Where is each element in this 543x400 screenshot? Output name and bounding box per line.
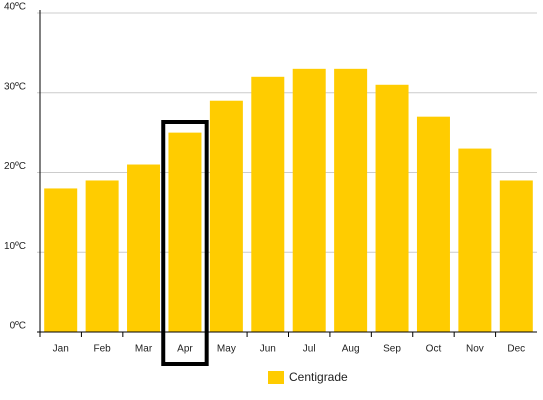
y-tick-label: 0ºC [10, 321, 26, 332]
x-tick-label: Sep [383, 344, 401, 355]
x-tick-label: Feb [94, 344, 112, 355]
bar [251, 76, 285, 332]
x-tick-label: Nov [466, 344, 484, 355]
bar [127, 164, 161, 332]
x-tick-label: Jan [53, 344, 69, 355]
bar [209, 100, 243, 332]
x-tick-label: Jun [260, 344, 276, 355]
bar [334, 68, 368, 332]
x-tick-label: Dec [507, 344, 525, 355]
y-tick-label: 20ºC [4, 161, 26, 172]
x-tick-label: Oct [426, 344, 442, 355]
legend-label: Centigrade [289, 370, 348, 384]
y-tick-label: 40ºC [4, 2, 26, 13]
legend-swatch [268, 371, 284, 384]
bar [375, 84, 409, 333]
bar [85, 180, 119, 332]
bar [168, 132, 202, 332]
bar [292, 68, 326, 332]
highlight-box [161, 120, 209, 366]
y-tick-label: 30ºC [4, 81, 26, 92]
x-tick-label: Jul [303, 344, 316, 355]
x-tick-label: Mar [135, 344, 153, 355]
bar [458, 148, 492, 332]
bar [416, 116, 450, 332]
x-tick-label: May [217, 344, 236, 355]
bar [499, 180, 533, 332]
x-tick-label: Apr [177, 344, 193, 355]
x-tick-label: Aug [342, 344, 360, 355]
bar [44, 188, 78, 332]
y-tick-label: 10ºC [4, 241, 26, 252]
